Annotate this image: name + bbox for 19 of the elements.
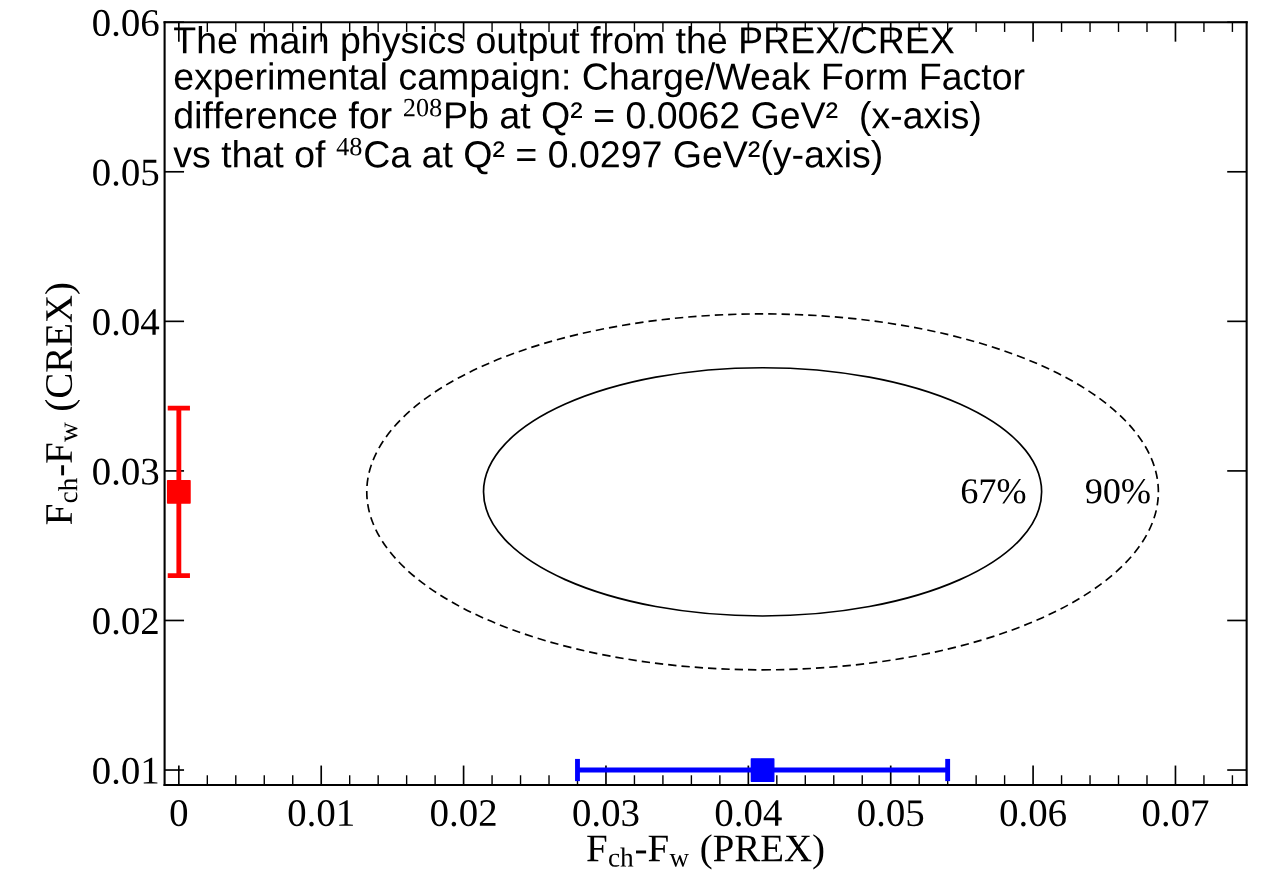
y-tick-label: 0.05 <box>93 159 159 186</box>
y-tick-label: 0.04 <box>93 308 160 336</box>
x-tick-label: 0.01 <box>288 800 353 827</box>
x-axis-title: F$_{ch}$-F$_{w}$ (PREX) <box>587 834 824 870</box>
y-tick-label: 0.06 <box>93 9 159 37</box>
annotation: 67% <box>961 479 1026 504</box>
y-tick-label: 0.03 <box>93 458 159 485</box>
x-tick-label: 0.06 <box>1000 800 1066 827</box>
y-axis-title: F$_{ch}$-F$_{w}$ (CREX) <box>44 283 81 525</box>
chart-title: The main physics output from the PREX/CREX experimental campaign: Charge/Weak Form Factor difference for $^{208}$Pb at Q² = 0.0062 GeV² (x-axis) vs that of $^{48}$Ca at Q² = 0.0297 GeV²(y-axis) <box>173 26 1025 176</box>
x-tick-label: 0.05 <box>858 800 924 827</box>
x-tick-label: 0.07 <box>1142 800 1209 827</box>
x-tick-label: 0.04 <box>715 800 782 827</box>
x-tick-label: 0.02 <box>431 800 496 827</box>
annotation: 90% <box>1085 479 1150 504</box>
y-tick-label: 0.01 <box>93 757 158 785</box>
y-tick-label: 0.02 <box>93 608 158 635</box>
x-tick-label: 0 <box>170 800 188 827</box>
x-tick-label: 0.03 <box>573 800 639 827</box>
